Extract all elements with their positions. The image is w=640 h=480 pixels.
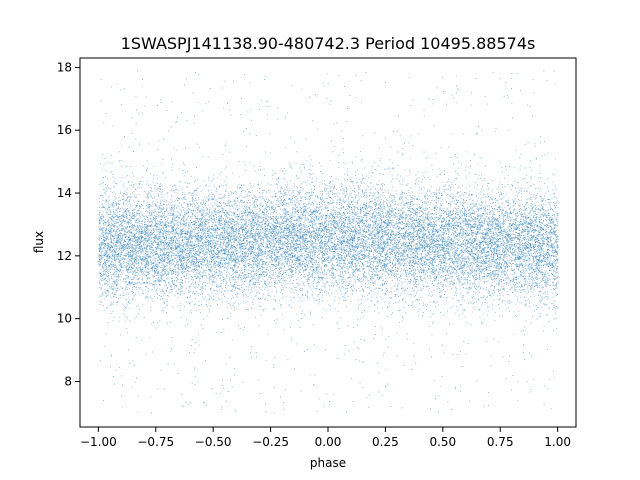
- x-tick-label: 1.00: [544, 435, 571, 449]
- y-tick-label: 8: [64, 374, 72, 388]
- scatter-point-cluster: [98, 147, 559, 328]
- y-axis: 8 10 12 14 16 18: [57, 60, 80, 388]
- y-tick-label: 12: [57, 249, 72, 263]
- y-tick-label: 18: [57, 60, 72, 74]
- x-tick-label: 0.50: [429, 435, 456, 449]
- scatter-point-cluster: [98, 150, 559, 336]
- chart-title: 1SWASPJ141138.90-480742.3 Period 10495.8…: [121, 34, 536, 53]
- x-tick-label: −0.50: [195, 435, 232, 449]
- y-tick-label: 14: [57, 186, 72, 200]
- y-tick-label: 16: [57, 123, 72, 137]
- x-tick-label: 0.25: [372, 435, 399, 449]
- x-tick-label: −0.25: [252, 435, 289, 449]
- y-axis-label: flux: [32, 231, 46, 253]
- scatter-outlier-points: [99, 70, 557, 414]
- x-tick-label: 0.00: [315, 435, 342, 449]
- y-tick-label: 10: [57, 312, 72, 326]
- x-tick-label: −1.00: [80, 435, 117, 449]
- x-tick-label: 0.75: [487, 435, 514, 449]
- scatter-points: [98, 70, 559, 414]
- x-tick-label: −0.75: [137, 435, 174, 449]
- x-axis: −1.00 −0.75 −0.50 −0.25 0.00 0.25 0.50 0.75 1.00: [80, 427, 571, 449]
- x-axis-label: phase: [310, 456, 346, 470]
